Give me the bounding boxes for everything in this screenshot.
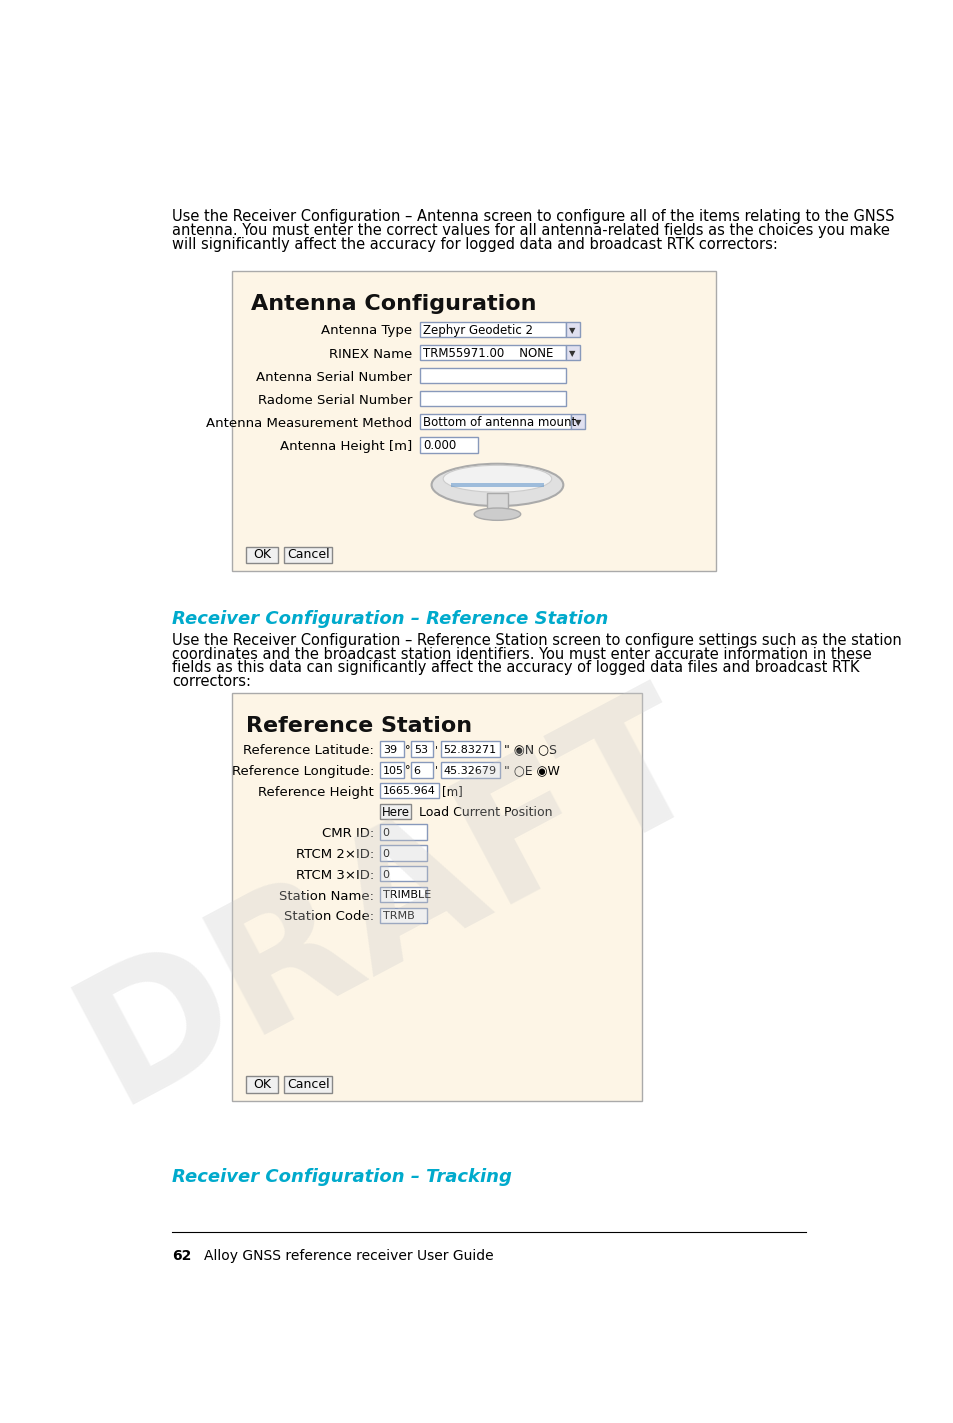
Text: 39: 39 [382,744,396,754]
Text: 45.32679: 45.32679 [443,766,496,776]
Text: OK: OK [253,1079,271,1091]
Text: 62: 62 [172,1249,192,1262]
Text: coordinates and the broadcast station identifiers. You must enter accurate infor: coordinates and the broadcast station id… [172,646,871,662]
Text: 6: 6 [414,766,420,776]
Text: TRIMBLE: TRIMBLE [382,891,431,901]
Text: Reference Station: Reference Station [245,716,471,736]
Bar [419,414,571,430]
Text: 53: 53 [414,744,427,754]
Text: " ◉N ○S: " ◉N ○S [503,743,556,756]
Text: Receiver Configuration – Tracking: Receiver Configuration – Tracking [172,1168,512,1185]
Text: 52.83271: 52.83271 [443,744,496,754]
Text: will significantly affect the accuracy for logged data and broadcast RTK correct: will significantly affect the accuracy f… [172,238,777,252]
Text: Reference Latitude:: Reference Latitude: [243,744,374,757]
Ellipse shape [431,464,562,507]
Text: Reference Longitude:: Reference Longitude: [232,764,374,778]
Text: ▼: ▼ [569,349,576,357]
Bar [245,1076,278,1093]
FancyBboxPatch shape [232,270,716,571]
Text: 0: 0 [382,848,390,858]
Text: TRMB: TRMB [382,911,414,921]
Text: Bottom of antenna mount: Bottom of antenna mount [422,416,576,430]
Text: Antenna Configuration: Antenna Configuration [251,295,536,314]
Bar [284,546,332,564]
Text: Station Code:: Station Code: [284,911,374,924]
Text: RINEX Name: RINEX Name [329,347,412,360]
Text: Zephyr Geodetic 2: Zephyr Geodetic 2 [422,323,533,337]
Bar [565,322,579,337]
Text: Antenna Height [m]: Antenna Height [m] [279,440,412,453]
Text: Cancel: Cancel [287,548,330,562]
Bar [411,763,433,777]
Text: Cancel: Cancel [287,1079,330,1091]
Text: 105: 105 [382,766,403,776]
Bar [411,741,433,757]
Text: RTCM 2×ID:: RTCM 2×ID: [295,848,374,861]
Bar [419,369,565,383]
Text: 1665.964: 1665.964 [382,787,436,797]
Text: [m]: [m] [442,785,463,798]
Bar [571,414,584,430]
Text: °: ° [405,766,411,776]
Text: correctors:: correctors: [172,675,251,689]
Text: 0.000: 0.000 [422,440,456,453]
FancyBboxPatch shape [232,693,641,1101]
Text: Antenna Serial Number: Antenna Serial Number [256,370,412,384]
Text: Here: Here [381,805,410,818]
Ellipse shape [443,465,551,492]
Text: Use the Receiver Configuration – Antenna screen to configure all of the items re: Use the Receiver Configuration – Antenna… [172,209,894,225]
Bar [486,492,508,514]
Bar [565,344,579,360]
Text: Alloy GNSS reference receiver User Guide: Alloy GNSS reference receiver User Guide [204,1249,494,1262]
Text: Use the Receiver Configuration – Reference Station screen to configure settings : Use the Receiver Configuration – Referen… [172,633,901,647]
Text: OK: OK [253,548,271,562]
Bar [380,887,427,902]
Bar [380,804,411,820]
Bar [245,546,278,564]
Text: RTCM 3×ID:: RTCM 3×ID: [295,869,374,882]
Text: fields as this data can significantly affect the accuracy of logged data files a: fields as this data can significantly af… [172,660,859,676]
Bar [380,783,438,798]
Text: 0: 0 [382,869,390,879]
Bar [440,741,499,757]
Bar [451,484,543,487]
Text: Antenna Type: Antenna Type [321,324,412,337]
Bar [380,908,427,924]
Bar [419,391,565,407]
Text: ▼: ▼ [569,326,576,334]
Text: Receiver Configuration – Reference Station: Receiver Configuration – Reference Stati… [172,609,608,628]
Bar [380,763,403,777]
Text: 0: 0 [382,828,390,838]
Text: Load Current Position: Load Current Position [418,805,552,818]
Bar [380,741,403,757]
Text: Antenna Measurement Method: Antenna Measurement Method [206,417,412,430]
Text: ▼: ▼ [575,418,580,427]
Text: DRAFT: DRAFT [51,666,729,1138]
Text: Station Name:: Station Name: [279,889,374,902]
Bar [419,437,477,453]
Text: antenna. You must enter the correct values for all antenna-related fields as the: antenna. You must enter the correct valu… [172,223,889,238]
Bar [380,845,427,861]
Bar [419,322,565,337]
Text: " ○E ◉W: " ○E ◉W [503,764,559,777]
Text: ': ' [435,766,437,776]
Bar [419,344,565,360]
Bar [284,1076,332,1093]
Text: Radome Serial Number: Radome Serial Number [257,394,412,407]
Bar [440,763,499,777]
Text: ': ' [435,744,437,754]
Bar [380,867,427,881]
Text: °: ° [405,744,411,754]
Text: TRM55971.00    NONE: TRM55971.00 NONE [422,347,553,360]
Text: CMR ID:: CMR ID: [321,827,374,840]
Bar [380,824,427,840]
Text: Reference Height: Reference Height [258,785,374,798]
Ellipse shape [474,508,520,521]
